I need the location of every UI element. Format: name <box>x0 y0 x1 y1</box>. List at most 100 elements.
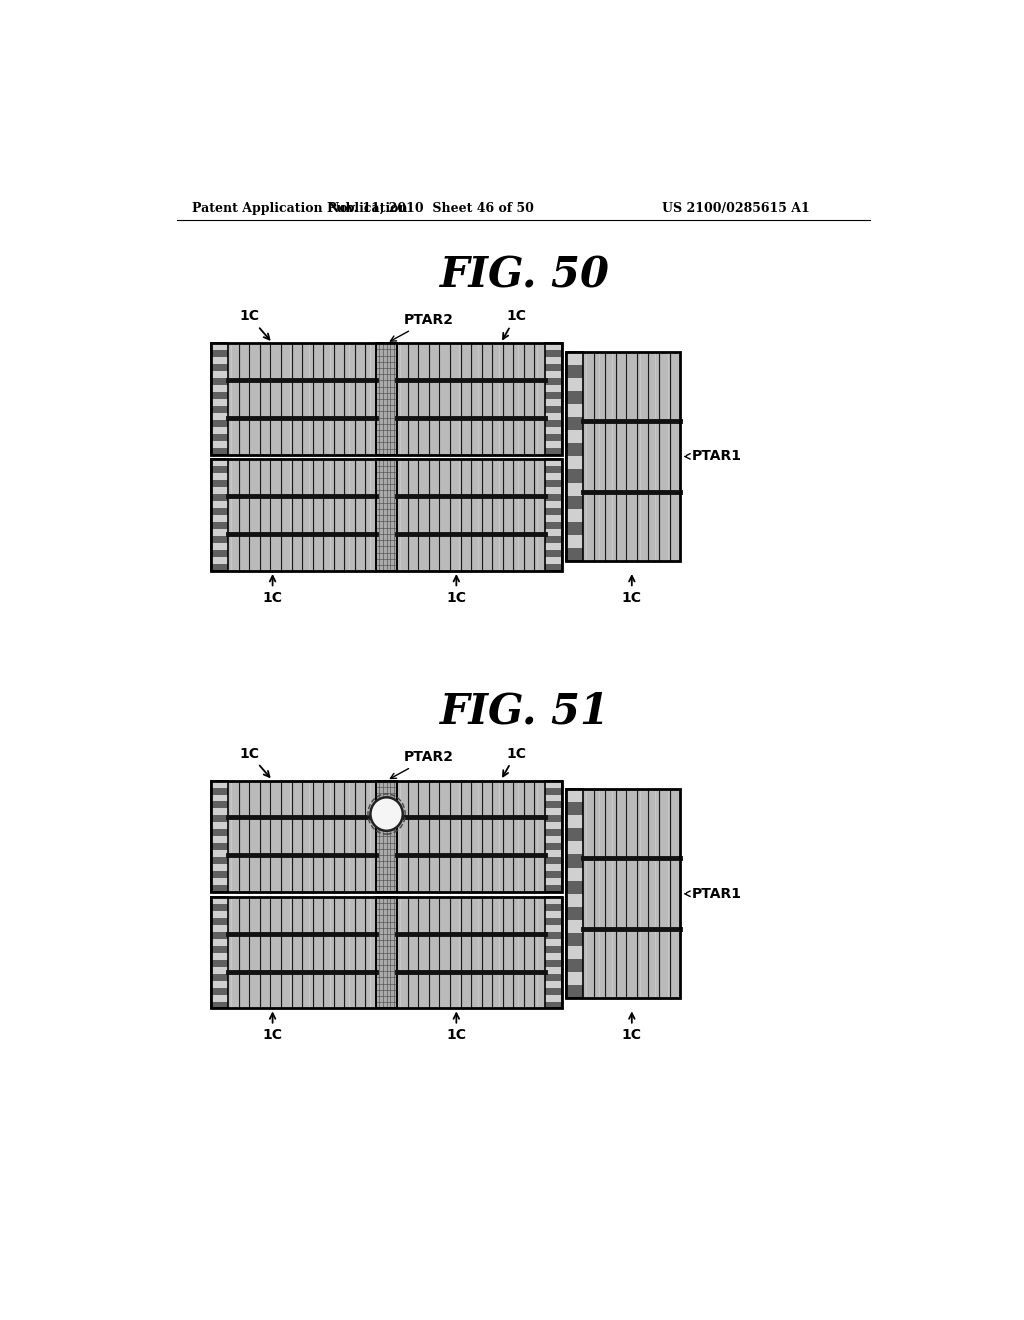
Bar <box>211 385 228 392</box>
Bar <box>211 780 228 892</box>
Bar <box>545 939 562 945</box>
Bar <box>211 343 228 455</box>
Bar <box>376 780 397 892</box>
Bar <box>211 529 228 536</box>
Text: 1C: 1C <box>446 576 466 605</box>
Bar <box>211 420 228 426</box>
Bar <box>211 801 228 808</box>
Bar <box>211 829 228 837</box>
Bar <box>566 829 584 841</box>
Bar <box>211 441 228 447</box>
Bar <box>545 358 562 364</box>
Bar <box>211 857 228 865</box>
Bar <box>545 487 562 495</box>
Bar <box>545 441 562 447</box>
Bar <box>545 343 562 455</box>
Bar <box>228 459 376 572</box>
Bar <box>545 426 562 434</box>
Bar <box>211 966 228 974</box>
Bar <box>397 459 545 572</box>
Bar <box>211 399 228 407</box>
Bar <box>545 816 562 822</box>
Bar <box>566 973 584 985</box>
Bar <box>545 557 562 564</box>
Bar <box>211 343 562 455</box>
Bar <box>211 886 228 892</box>
Bar <box>397 343 545 455</box>
Text: PTAR1: PTAR1 <box>685 887 742 900</box>
Bar <box>211 896 228 1008</box>
Bar <box>211 495 228 502</box>
Bar <box>566 548 584 561</box>
Text: PTAR1: PTAR1 <box>685 449 742 463</box>
Text: PTAR2: PTAR2 <box>390 313 454 341</box>
Bar <box>211 459 228 572</box>
Bar <box>397 780 545 892</box>
Bar <box>376 896 397 1008</box>
Bar <box>545 987 562 994</box>
Bar <box>545 536 562 544</box>
Bar <box>545 392 562 399</box>
Bar <box>566 378 584 391</box>
Bar <box>211 536 228 544</box>
Text: 1C: 1C <box>622 1014 642 1043</box>
Bar <box>545 837 562 843</box>
Bar <box>211 939 228 945</box>
Bar <box>545 925 562 932</box>
Bar <box>566 789 584 998</box>
Bar <box>211 480 228 487</box>
Bar <box>211 795 228 801</box>
Bar <box>211 502 228 508</box>
Bar <box>211 981 228 987</box>
Bar <box>566 816 584 829</box>
Bar <box>566 841 584 854</box>
Bar <box>566 960 584 973</box>
Bar <box>376 896 397 1008</box>
Bar <box>545 371 562 378</box>
Bar <box>566 351 584 561</box>
Bar <box>211 364 228 371</box>
Bar <box>211 917 228 925</box>
Bar <box>545 550 562 557</box>
Bar <box>566 803 584 816</box>
Bar <box>211 974 228 981</box>
Bar <box>566 920 584 933</box>
Bar <box>545 896 562 1008</box>
Bar <box>545 508 562 515</box>
Bar <box>545 911 562 917</box>
Bar <box>228 343 376 455</box>
Bar <box>211 911 228 917</box>
Bar <box>211 413 228 420</box>
Bar <box>545 953 562 960</box>
Bar <box>211 487 228 495</box>
Text: 1C: 1C <box>503 747 526 776</box>
Bar <box>545 857 562 865</box>
Bar <box>397 896 545 1008</box>
Text: 1C: 1C <box>240 309 269 339</box>
Bar <box>211 1002 228 1008</box>
Text: 1C: 1C <box>240 747 269 777</box>
Bar <box>545 932 562 939</box>
Text: FIG. 51: FIG. 51 <box>439 690 610 733</box>
Bar <box>545 343 562 350</box>
Bar <box>566 535 584 548</box>
Bar <box>545 459 562 572</box>
Bar <box>584 789 680 998</box>
Bar <box>545 945 562 953</box>
Bar <box>545 780 562 892</box>
Bar <box>211 987 228 994</box>
Bar <box>545 886 562 892</box>
Bar <box>211 343 228 350</box>
Bar <box>584 351 680 561</box>
Bar <box>545 495 562 502</box>
Bar <box>211 896 228 904</box>
Bar <box>545 434 562 441</box>
Bar <box>566 985 584 998</box>
Bar <box>211 447 228 455</box>
Bar <box>211 960 228 966</box>
Bar <box>545 515 562 523</box>
Bar <box>545 413 562 420</box>
Text: PTAR2: PTAR2 <box>390 751 454 779</box>
Bar <box>566 933 584 946</box>
Bar <box>545 544 562 550</box>
